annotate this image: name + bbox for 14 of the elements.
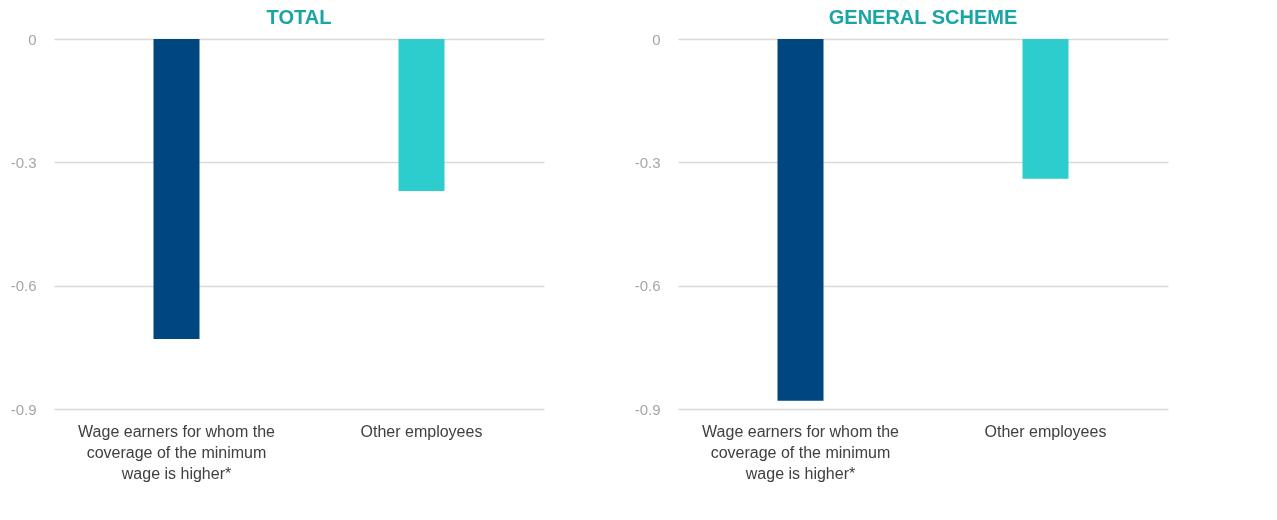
y-tick-label: -0.9 bbox=[10, 400, 37, 418]
y-tick-label: -0.6 bbox=[634, 277, 661, 295]
y-tick-label: -0.3 bbox=[634, 153, 661, 171]
x-tick-label: Other employees bbox=[984, 422, 1107, 440]
x-tick-label: Other employees bbox=[360, 422, 483, 440]
x-tick-label: Wage earners for whom the coverage of the minimum wage is higher* bbox=[78, 422, 276, 482]
y-tick-label: -0.9 bbox=[634, 400, 661, 418]
y-tick-label: 0 bbox=[28, 30, 37, 48]
chart-title: GENERAL SCHEME bbox=[828, 6, 1018, 28]
chart-title: TOTAL bbox=[266, 6, 332, 28]
y-tick-label: 0 bbox=[652, 30, 661, 48]
y-tick-label: -0.3 bbox=[10, 153, 37, 171]
x-tick-label: Wage earners for whom the coverage of the minimum wage is higher* bbox=[702, 422, 900, 482]
y-tick-label: -0.6 bbox=[10, 277, 37, 295]
